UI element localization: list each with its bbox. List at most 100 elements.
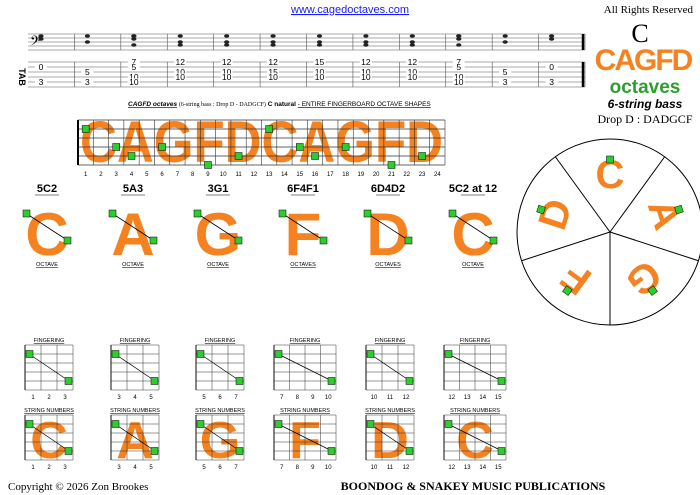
tab-gap <box>452 78 465 86</box>
shape-letter: G <box>195 201 242 268</box>
staff-note <box>502 40 508 44</box>
fret-number: 13 <box>266 172 273 178</box>
shape-name: 5A3 <box>123 183 143 195</box>
staff-note <box>224 40 230 44</box>
diagram-label: STRING NUMBERS <box>280 408 330 414</box>
fret-number: 9 <box>311 395 315 401</box>
tab-gap <box>174 58 187 66</box>
shape-name: 5C2 at 12 <box>449 183 497 195</box>
note-marker <box>196 350 205 358</box>
shape-link <box>367 213 409 241</box>
note-marker <box>489 236 498 245</box>
shape-link <box>114 353 156 382</box>
shape-name: 6D4D2 <box>371 183 405 195</box>
fret-number: 8 <box>296 465 300 471</box>
diagram-label: STRING NUMBERS <box>450 408 500 414</box>
fret-number: 8 <box>296 395 300 401</box>
tab-gap <box>127 73 140 81</box>
diagram-label: FINGERING <box>290 338 321 344</box>
content: 𝄢TAB035375101012101012101012151015101012… <box>17 33 700 471</box>
tab-fret: 10 <box>222 67 232 77</box>
fret-number: 10 <box>325 465 332 471</box>
note-marker <box>64 447 73 455</box>
fret-number: 11 <box>387 395 394 401</box>
fret-number: 4 <box>133 395 137 401</box>
shape-sub: OCTAVE <box>207 262 229 268</box>
shape-link <box>277 423 333 452</box>
fret-number: 7 <box>234 465 238 471</box>
staff-note <box>38 34 44 38</box>
tab-clef: TAB <box>17 68 27 86</box>
fret-number: 10 <box>371 395 378 401</box>
tab-gap <box>359 68 372 76</box>
fret-number: 7 <box>280 465 284 471</box>
staff-note <box>84 34 91 38</box>
shape-link <box>282 213 324 241</box>
note-marker <box>497 447 506 455</box>
fret-number: 15 <box>495 465 502 471</box>
tuning: Drop D : DADGCF <box>597 112 692 126</box>
fret-number: 5 <box>149 465 153 471</box>
note-marker <box>158 143 166 151</box>
staff-note <box>363 43 369 47</box>
fret-number: 10 <box>220 172 227 178</box>
wheel-divider <box>521 231 611 262</box>
tab-fret: 3 <box>85 77 90 87</box>
tab-fret: 10 <box>176 67 186 77</box>
diagram-label: STRING NUMBERS <box>195 408 245 414</box>
note-marker <box>341 143 350 151</box>
staff-note <box>177 34 183 38</box>
staff-note <box>224 43 230 47</box>
tab-fret: 3 <box>549 77 554 87</box>
tab-gap <box>545 78 558 86</box>
shape-link <box>28 423 70 452</box>
tab-fret: 10 <box>361 67 371 77</box>
fret-number: 6 <box>160 172 164 178</box>
shape-link <box>114 423 156 452</box>
staff-note <box>270 40 276 44</box>
tab-fret: 7 <box>456 57 461 67</box>
shape-link <box>277 353 333 382</box>
tab-fret: 12 <box>408 57 418 67</box>
note-marker <box>25 420 34 428</box>
shape-link <box>447 423 503 452</box>
diagram-label: STRING NUMBERS <box>365 408 415 414</box>
tab-fret: 10 <box>222 72 232 82</box>
fret-number: 2 <box>99 172 103 178</box>
shape-link <box>452 213 494 241</box>
staff-note <box>131 34 137 38</box>
staff-note <box>224 34 230 38</box>
title-part: - ENTIRE FINGERBOARD OCTAVE SHAPES <box>298 101 432 108</box>
shape-sub: OCTAVES <box>375 262 401 268</box>
tab-fret: 12 <box>176 57 186 67</box>
staff-note <box>409 43 415 47</box>
fret-number: 9 <box>206 172 210 178</box>
bass-clef: 𝄢 <box>30 35 40 52</box>
shape-letter: C <box>25 201 68 268</box>
tab-gap <box>174 73 187 81</box>
fret-number: 4 <box>133 465 137 471</box>
note-marker <box>150 377 159 385</box>
shape-link <box>197 213 239 241</box>
shape-link <box>28 353 70 382</box>
note-marker <box>327 447 336 455</box>
wheel-divider <box>609 156 666 233</box>
staff-note <box>502 34 508 38</box>
fret-number: 1 <box>84 172 88 178</box>
diagram-label: STRING NUMBERS <box>110 408 160 414</box>
shape-name: 6F4F1 <box>287 183 319 195</box>
tab-fret: 0 <box>39 62 44 72</box>
tab-fret: 12 <box>222 57 232 67</box>
note-marker <box>311 152 319 160</box>
fret-number: 4 <box>130 172 134 178</box>
copyright: Copyright © 2026 Zon Brookes <box>8 481 148 493</box>
fret-number: 13 <box>464 465 471 471</box>
shape-sub: OCTAVE <box>122 262 144 268</box>
note-marker <box>108 209 117 218</box>
tab-fret: 10 <box>408 67 418 77</box>
tab-gap <box>34 78 47 86</box>
fret-number: 21 <box>388 172 395 178</box>
fret-number: 1 <box>31 465 35 471</box>
tab-gap <box>81 68 94 76</box>
url[interactable]: www.cagedoctaves.com <box>290 4 409 16</box>
